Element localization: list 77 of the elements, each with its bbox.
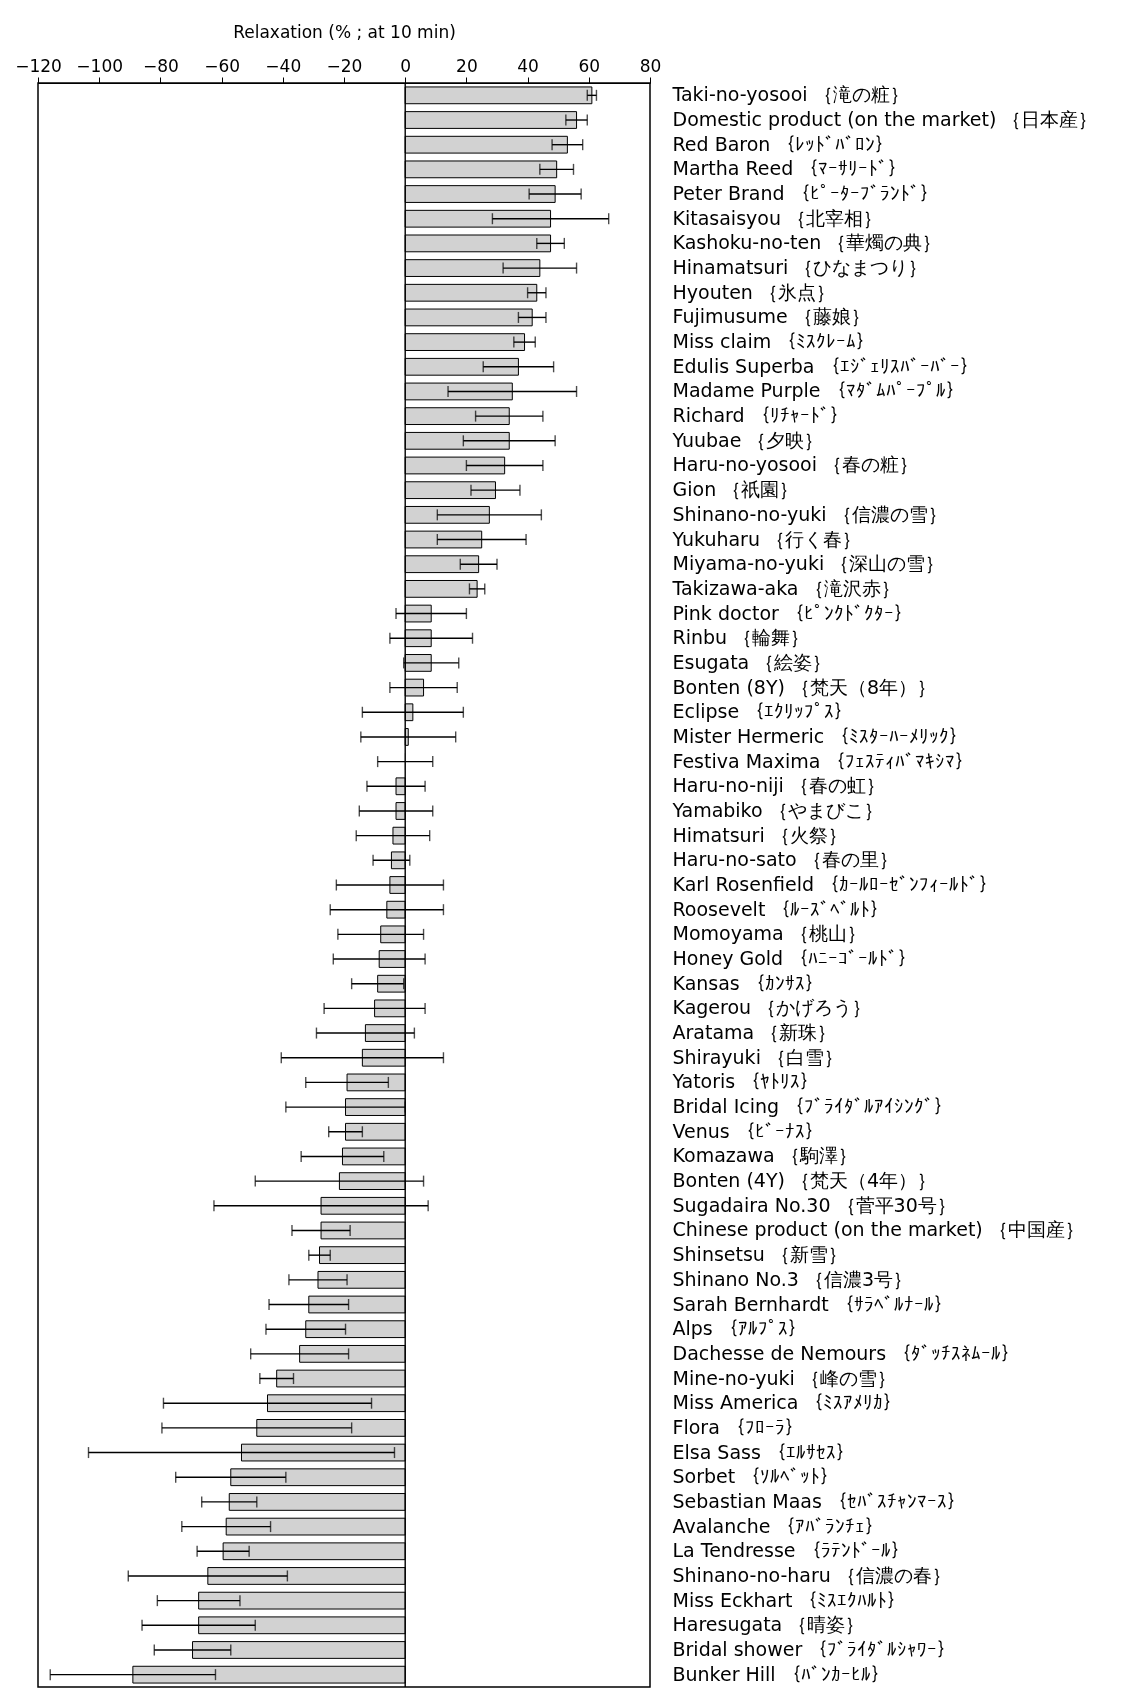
y-tick-label: Bonten (4Y) ｛梵天（4年）｝ bbox=[672, 1169, 937, 1192]
y-tick-label: Yatoris ｛ﾔﾄﾘｽ｝ bbox=[671, 1070, 820, 1093]
y-tick-label: Festiva Maxima ｛ﾌｪｽﾃｨﾊﾞﾏｷｼﾏ｝ bbox=[672, 749, 975, 772]
y-tick-label: Eclipse ｛ｴｸﾘｯﾌﾟｽ｝ bbox=[672, 700, 854, 723]
y-tick-label: Yamabiko ｛やまびこ｝ bbox=[671, 798, 883, 821]
y-tick-label: Haru-no-sato ｛春の里｝ bbox=[672, 848, 898, 871]
y-tick-label: Bridal shower ｛ﾌﾞﾗｲﾀﾞﾙｼｬﾜｰ｝ bbox=[672, 1637, 957, 1660]
y-tick-label: Miyama-no-yuki ｛深山の雪｝ bbox=[672, 552, 945, 575]
y-tick-label: Kitasaisyou ｛北宰相｝ bbox=[672, 206, 883, 229]
y-tick-label: Peter Brand ｛ﾋﾟｰﾀｰﾌﾞﾗﾝﾄﾞ｝ bbox=[672, 182, 939, 205]
y-tick-label: Kansas ｛ｶﾝｻｽ｝ bbox=[672, 971, 824, 994]
y-tick-label: Martha Reed ｛ﾏｰｻﾘｰﾄﾞ｝ bbox=[672, 157, 908, 180]
y-tick-label: Miss Eckhart ｛ﾐｽｴｸﾊﾙﾄ｝ bbox=[672, 1588, 907, 1611]
y-tick-label: Honey Gold ｛ﾊﾆｰｺﾞｰﾙﾄﾞ｝ bbox=[672, 947, 918, 970]
x-tick-label: 40 bbox=[517, 55, 539, 76]
y-tick-label: Elsa Sass ｛ｴﾙｻｾｽ｝ bbox=[672, 1440, 855, 1463]
y-tick-label: Pink doctor ｛ﾋﾟﾝｸﾄﾞｸﾀｰ｝ bbox=[672, 601, 913, 624]
x-tick-label: −120 bbox=[15, 55, 62, 76]
y-tick-label: Shinano-no-haru ｛信濃の春｝ bbox=[672, 1563, 951, 1586]
y-tick-label: Haru-no-yosooi ｛春の粧｝ bbox=[672, 453, 919, 476]
x-tick-label: 20 bbox=[456, 55, 478, 76]
x-tick-label: −20 bbox=[326, 55, 363, 76]
y-tick-label: Sebastian Maas ｛ｾﾊﾞｽﾁｬﾝﾏｰｽ｝ bbox=[672, 1489, 966, 1512]
y-tick-label: Haru-no-niji ｛春の虹｝ bbox=[672, 774, 885, 797]
y-tick-label: Miss America ｛ﾐｽｱﾒﾘｶ｝ bbox=[672, 1391, 903, 1414]
y-tick-label: Edulis Superba ｛ｴｼﾞｪﾘｽﾊﾞｰﾊﾞｰ｝ bbox=[672, 354, 979, 377]
y-tick-label: Haresugata ｛晴姿｝ bbox=[672, 1613, 865, 1636]
x-tick-label: 60 bbox=[578, 55, 601, 76]
y-tick-label: Mine-no-yuki ｛峰の雪｝ bbox=[672, 1366, 896, 1389]
y-tick-label: Shinsetsu ｛新雪｝ bbox=[672, 1243, 847, 1266]
y-tick-label: Aratama ｛新珠｝ bbox=[672, 1021, 837, 1044]
y-tick-label: Chinese product (on the market) ｛中国産｝ bbox=[672, 1218, 1084, 1241]
y-tick-label: Esugata ｛絵姿｝ bbox=[672, 650, 832, 673]
y-tick-label: Sorbet ｛ｿﾙﾍﾞｯﾄ｝ bbox=[672, 1465, 840, 1488]
y-tick-label: Himatsuri ｛火祭｝ bbox=[672, 823, 847, 846]
y-tick-label: Dachesse de Nemours ｛ﾀﾞｯﾁｽﾈﾑｰﾙ｝ bbox=[672, 1341, 1021, 1364]
y-tick-label: Komazawa ｛駒澤｝ bbox=[672, 1144, 857, 1167]
y-tick-label: La Tendresse ｛ﾗﾃﾝﾄﾞｰﾙ｝ bbox=[672, 1539, 910, 1562]
y-tick-label: Flora ｛ﾌﾛｰﾗ｝ bbox=[672, 1415, 804, 1438]
y-tick-label: Momoyama ｛桃山｝ bbox=[672, 922, 866, 945]
y-tick-label: Bonten (8Y) ｛梵天（8年）｝ bbox=[672, 675, 937, 698]
x-axis-title: Relaxation (% ; at 10 min) bbox=[233, 21, 456, 42]
y-tick-label: Karl Rosenfield ｛ｶｰﾙﾛｰｾﾞﾝﾌｨｰﾙﾄﾞ｝ bbox=[672, 873, 999, 895]
y-tick-label: Hinamatsuri ｛ひなまつり｝ bbox=[672, 256, 928, 279]
y-tick-label: Alps ｛ｱﾙﾌﾟｽ｝ bbox=[672, 1317, 807, 1340]
x-tick-label: −40 bbox=[265, 55, 302, 76]
y-tick-label: Shinano No.3 ｛信濃3号｝ bbox=[672, 1267, 913, 1290]
y-tick-label: Kashoku-no-ten ｛華燭の典｝ bbox=[672, 231, 942, 254]
y-tick-label: Hyouten ｛氷点｝ bbox=[672, 280, 835, 303]
x-tick-label: 80 bbox=[639, 55, 662, 76]
y-tick-label: Red Baron ｛ﾚｯﾄﾞﾊﾞﾛﾝ｝ bbox=[672, 132, 895, 155]
y-tick-label: Taki-no-yosooi ｛滝の粧｝ bbox=[671, 83, 909, 106]
y-tick-label: Sugadaira No.30 ｛菅平30号｝ bbox=[672, 1193, 956, 1216]
y-tick-label: Kagerou ｛かげろう｝ bbox=[672, 996, 872, 1019]
y-tick-label: Avalanche ｛ｱﾊﾞﾗﾝﾁｪ｝ bbox=[672, 1514, 885, 1537]
y-tick-label: Fujimusume ｛藤娘｝ bbox=[672, 305, 870, 328]
y-tick-label: Takizawa-aka ｛滝沢赤｝ bbox=[671, 576, 900, 599]
y-tick-label: Gion ｛祇園｝ bbox=[672, 478, 799, 501]
x-tick-label: −100 bbox=[76, 55, 124, 76]
y-tick-label: Domestic product (on the market) ｛日本産｝ bbox=[672, 108, 1098, 131]
y-tick-label: Madame Purple ｛ﾏﾀﾞﾑﾊﾟｰﾌﾟﾙ｝ bbox=[672, 379, 965, 402]
y-tick-label: Venus ｛ﾋﾞｰﾅｽ｝ bbox=[672, 1119, 824, 1142]
y-tick-label: Bridal Icing ｛ﾌﾞﾗｲﾀﾞﾙｱｲｼﾝｸﾞ｝ bbox=[672, 1095, 954, 1118]
y-tick-label: Shinano-no-yuki ｛信濃の雪｝ bbox=[672, 502, 947, 525]
x-tick-label: 0 bbox=[400, 55, 412, 76]
y-tick-label: Yukuharu ｛行く春｝ bbox=[671, 527, 862, 550]
y-tick-label: Yuubae ｛夕映｝ bbox=[671, 428, 824, 451]
x-tick-label: −80 bbox=[142, 55, 179, 76]
y-tick-label: Mister Hermeric ｛ﾐｽﾀｰﾊｰﾒﾘｯｸ｝ bbox=[672, 724, 969, 747]
y-tick-label: Rinbu ｛輪舞｝ bbox=[672, 626, 810, 649]
y-tick-label: Shirayuki ｛白雪｝ bbox=[672, 1045, 843, 1068]
y-tick-label: Miss claim ｛ﾐｽｸﾚｰﾑ｝ bbox=[672, 330, 876, 353]
x-tick-label: −60 bbox=[204, 55, 241, 76]
y-tick-label: Richard ｛ﾘﾁｬｰﾄﾞ｝ bbox=[672, 404, 849, 427]
y-tick-label: Bunker Hill ｛ﾊﾞﾝｶｰﾋﾙ｝ bbox=[672, 1662, 890, 1685]
y-tick-label: Roosevelt ｛ﾙｰｽﾞﾍﾞﾙﾄ｝ bbox=[672, 897, 890, 920]
y-tick-label: Sarah Bernhardt ｛ｻﾗﾍﾞﾙﾅｰﾙ｝ bbox=[672, 1292, 953, 1315]
